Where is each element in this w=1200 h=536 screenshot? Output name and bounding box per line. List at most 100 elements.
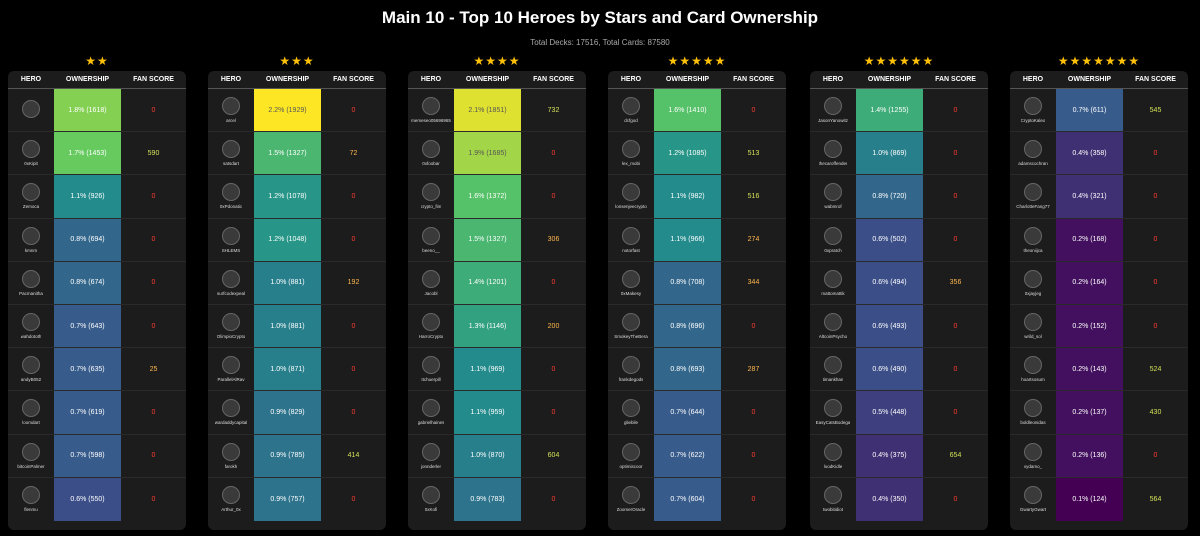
star-icon: ★ xyxy=(473,54,486,68)
avatar xyxy=(22,183,40,202)
hero-name: SmokeyTheBera xyxy=(614,334,648,340)
table-row: dcfgod 1.6% (1410) 0 xyxy=(608,89,786,133)
hero-cell: memeseo05696965 xyxy=(408,89,454,131)
table-row: loodKidle 0.4% (375) 654 xyxy=(810,434,988,478)
header-ownership: OWNERSHIP xyxy=(265,76,310,83)
hero-cell: lex_mobi xyxy=(608,132,654,174)
table-row: CryptoKaleo 0.7% (611) 545 xyxy=(1010,89,1188,133)
hero-name: twobitidiot xyxy=(822,507,843,513)
hero-name: vydamo_ xyxy=(1023,463,1043,469)
hero-cell: Arthur_0x xyxy=(208,478,254,521)
hero-name: wabmrof xyxy=(824,204,842,210)
hero-cell: satsdart xyxy=(208,132,254,174)
table-header: HERO OWNERSHIP FAN SCORE xyxy=(608,71,786,89)
avatar xyxy=(1024,269,1042,288)
ownership-cell: 0.1% (124) xyxy=(1056,477,1123,521)
star-icon: ★ xyxy=(1093,54,1105,68)
hero-name: Arthur_0x xyxy=(221,507,241,513)
hero-cell: Jacobl xyxy=(408,262,454,304)
hero-cell: 0xjayjeg xyxy=(1010,262,1056,304)
hero-cell: farokh xyxy=(208,435,254,477)
ownership-cell: 1.0% (870) xyxy=(454,434,521,477)
table-row: HarroCrypto 1.3% (1146) 200 xyxy=(408,304,586,349)
star-rating: ★★★★★★★ xyxy=(1010,53,1188,71)
avatar xyxy=(1024,226,1042,245)
table-row: frankdegods 0.8% (693) 287 xyxy=(608,348,786,392)
table-header: HERO OWNERSHIP FAN SCORE xyxy=(1010,71,1188,89)
hero-cell: vydamo_ xyxy=(1010,435,1056,477)
star-icon: ★ xyxy=(302,54,315,68)
avatar xyxy=(422,97,440,116)
ownership-cell: 1.8% (1618) xyxy=(54,89,121,132)
ownership-cell: 1.1% (926) xyxy=(54,175,121,218)
avatar xyxy=(22,313,40,332)
fan-score-cell: 0 xyxy=(953,192,958,200)
avatar xyxy=(622,97,640,116)
ownership-cell: 1.2% (1048) xyxy=(254,218,321,261)
hero-name: Zemoca xyxy=(22,204,40,210)
hero-cell: frankdegods xyxy=(608,348,654,390)
ownership-cell: 0.9% (757) xyxy=(254,477,321,521)
hero-table-5-stars: ★★★★★ HERO OWNERSHIP FAN SCORE dcfgod 1.6% (1… xyxy=(608,53,786,530)
header-fan-score: FAN SCORE xyxy=(533,76,574,83)
table-row: kmnm 0.8% (694) 0 xyxy=(8,218,186,262)
avatar xyxy=(824,399,842,418)
hero-cell: SHLEMS xyxy=(208,219,254,261)
avatar xyxy=(22,140,40,159)
hero-name: beeno__ xyxy=(422,247,440,253)
ownership-cell: 1.3% (1146) xyxy=(454,304,521,348)
fan-score-cell: 0 xyxy=(1153,279,1158,287)
header-fan-score: FAN SCORE xyxy=(733,76,774,83)
table-row: OlimpioCrypto 1.0% (881) 0 xyxy=(208,304,386,349)
hero-cell: CryptoKaleo xyxy=(1010,89,1056,131)
ownership-cell: 1.0% (881) xyxy=(254,304,321,348)
ownership-cell: 1.1% (959) xyxy=(454,391,521,434)
hero-name: adamscochran xyxy=(1018,161,1048,167)
avatar xyxy=(622,399,640,418)
fan-score-cell: 0 xyxy=(351,495,356,503)
avatar xyxy=(622,356,640,375)
ownership-cell: 0.8% (708) xyxy=(654,261,721,304)
avatar xyxy=(1024,313,1042,332)
avatar xyxy=(1024,356,1042,375)
table-row: satsdart 1.5% (1327) 72 xyxy=(208,132,386,176)
hero-name: lonsenjeecrypto xyxy=(615,204,647,210)
hero-name: CryptoKaleo xyxy=(1020,118,1046,124)
fan-score-cell: 0 xyxy=(351,236,356,244)
star-icon: ★ xyxy=(875,54,888,68)
hero-name: timankhan xyxy=(822,377,844,383)
hero-cell: jonnderler xyxy=(408,435,454,477)
ownership-cell: 0.8% (693) xyxy=(654,348,721,391)
avatar xyxy=(22,99,40,118)
ownership-cell: 0.7% (622) xyxy=(654,434,721,477)
hero-table-2-stars: ★★ HERO OWNERSHIP FAN SCORE 1.8% (1618) 0 0xKi… xyxy=(8,53,186,530)
hero-cell xyxy=(8,89,54,131)
hero-name: satsdart xyxy=(222,161,239,167)
star-rating: ★★★★★★ xyxy=(810,53,988,71)
star-rating: ★★★★ xyxy=(408,53,586,71)
star-icon: ★ xyxy=(887,54,899,68)
hero-name: 0xjayjeg xyxy=(1024,290,1042,296)
hero-cell: wrild_sol xyxy=(1010,305,1056,347)
fan-score-cell: 604 xyxy=(547,452,560,460)
hero-name: JasonYanowitz xyxy=(818,118,848,124)
ownership-cell: 0.7% (598) xyxy=(54,434,121,477)
hero-cell: optimiscoor xyxy=(608,435,654,477)
table-row: mattomattik 0.6% (494) 356 xyxy=(810,261,988,305)
hero-name: boldleonidas xyxy=(1020,420,1046,426)
avatar xyxy=(222,486,240,505)
star-icon: ★ xyxy=(922,54,935,68)
hero-cell: EasyCatsBodega xyxy=(810,391,856,433)
table-row: arcel 2.2% (1929) 0 xyxy=(208,89,386,133)
fan-score-cell: 0 xyxy=(953,322,958,330)
table-row: timankhan 0.6% (490) 0 xyxy=(810,348,988,392)
ownership-cell: 0.2% (164) xyxy=(1056,261,1123,304)
star-rating: ★★★ xyxy=(208,53,386,71)
hero-cell: 0xKofi xyxy=(408,478,454,521)
ownership-cell: 2.1% (1851) xyxy=(454,89,521,132)
fan-score-cell: 274 xyxy=(747,236,760,244)
table-row: flenmu 0.6% (550) 0 xyxy=(8,477,186,521)
ownership-cell: 0.4% (358) xyxy=(1056,132,1123,175)
star-icon: ★ xyxy=(863,54,876,68)
table-row: lonsenjeecrypto 1.1% (982) 516 xyxy=(608,175,786,219)
